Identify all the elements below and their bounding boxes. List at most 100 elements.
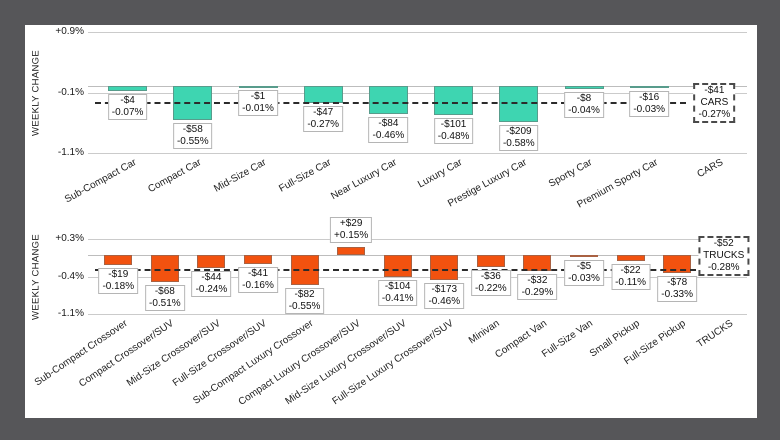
bar-sporty-car	[564, 86, 604, 89]
percent-value: +0.15%	[334, 230, 369, 242]
dollar-value: -$101	[440, 119, 467, 131]
bar-mid-size-luxury-crossover-suv	[383, 255, 412, 278]
trucks-summary-line: -0.28%	[707, 262, 740, 274]
data-label-compact-crossover-suv: -$68 -0.51%	[145, 285, 185, 312]
dollar-value: -$47	[313, 106, 334, 118]
dollar-value: +$29	[339, 218, 363, 230]
data-label-sub-compact-luxury-crossover: -$82 -0.55%	[284, 287, 325, 314]
cars-y-tick-label: +0.9%	[55, 26, 84, 37]
dollar-value: -$44	[201, 271, 222, 283]
percent-value: -0.58%	[502, 137, 535, 149]
data-label-mid-size-car: -$1 -0.01%	[238, 90, 278, 117]
cars-summary-line: -$41	[704, 84, 725, 96]
data-label-sub-compact-car: -$4 -0.07%	[107, 93, 148, 120]
percent-value: -0.27%	[307, 118, 340, 130]
trucks-gridline	[88, 276, 747, 278]
trucks-average-dashed-line	[95, 269, 696, 272]
x-label-minivan: Minivan	[467, 318, 503, 347]
bar-luxury-car	[434, 86, 474, 116]
data-label-small-pickup: -$22 -0.11%	[611, 263, 651, 290]
cars-average-dashed-line	[95, 101, 687, 104]
cars-y-tick-label: -0.1%	[57, 86, 84, 98]
dollar-value: -$104	[384, 281, 411, 293]
dollar-value: -$5	[576, 260, 592, 272]
dollar-value: -$58	[182, 123, 203, 135]
data-label-full-size-crossover-suv: -$41 -0.16%	[238, 266, 278, 293]
trucks-y-tick-label: +0.3%	[55, 233, 84, 244]
percent-value: -0.18%	[102, 280, 135, 292]
bar-full-size-crossover-suv	[244, 255, 272, 264]
percent-value: -0.03%	[568, 272, 600, 284]
bar-compact-crossover-suv	[150, 255, 179, 283]
data-label-full-size-luxury-crossover-suv: -$173 -0.46%	[424, 282, 465, 309]
data-label-compact-luxury-crossover-suv: +$29 +0.15%	[330, 217, 373, 244]
data-label-mid-size-luxury-crossover-suv: -$104 -0.41%	[377, 280, 418, 307]
trucks-summary-line: -$52	[713, 238, 734, 250]
percent-value: -0.11%	[615, 276, 647, 288]
percent-value: -0.46%	[372, 130, 405, 142]
x-label-trucks: TRUCKS	[694, 318, 735, 351]
dollar-value: -$1	[250, 91, 266, 103]
cars-summary-line: CARS	[700, 96, 729, 108]
dollar-value: -$4	[120, 94, 135, 106]
percent-value: -0.48%	[437, 131, 470, 143]
percent-value: -0.29%	[521, 286, 554, 298]
percent-value: -0.51%	[149, 298, 181, 310]
x-label-full-size-van: Full-Size Van	[540, 318, 596, 360]
data-label-sporty-car: -$8 -0.04%	[564, 91, 604, 118]
dollar-value: -$32	[527, 274, 548, 286]
dollar-value: -$209	[506, 125, 532, 137]
percent-value: -0.55%	[176, 135, 209, 147]
data-label-luxury-car: -$101 -0.48%	[433, 118, 474, 145]
cars-summary-line: -0.27%	[698, 108, 731, 120]
bar-full-size-car	[303, 86, 343, 103]
dollar-value: -$78	[667, 276, 688, 288]
bar-prestige-luxury-car	[499, 86, 539, 122]
data-label-full-size-van: -$5 -0.03%	[564, 259, 604, 286]
bar-minivan	[476, 255, 505, 267]
percent-value: -0.24%	[195, 283, 228, 295]
dollar-value: -$82	[294, 288, 315, 300]
percent-value: -0.41%	[381, 293, 414, 305]
dollar-value: -$19	[108, 268, 129, 280]
percent-value: -0.55%	[288, 300, 321, 312]
bar-near-luxury-car	[368, 86, 408, 115]
percent-value: -0.22%	[475, 282, 507, 294]
data-label-sub-compact-crossover: -$19 -0.18%	[98, 267, 139, 294]
dollar-value: -$22	[620, 264, 641, 276]
percent-value: -0.33%	[661, 288, 693, 300]
percent-value: -0.07%	[111, 106, 144, 118]
data-label-mid-size-crossover-suv: -$44 -0.24%	[191, 270, 232, 297]
trucks-y-tick-label: -1.1%	[57, 308, 84, 319]
cars-gridline	[88, 92, 747, 94]
percent-value: -0.03%	[633, 104, 666, 116]
bar-full-size-luxury-crossover-suv	[430, 255, 459, 280]
dollar-value: -$41	[247, 267, 268, 279]
data-label-prestige-luxury-car: -$209 -0.58%	[498, 124, 539, 151]
bar-sub-compact-car	[108, 86, 148, 91]
bar-full-size-pickup	[663, 255, 692, 273]
dollar-value: -$84	[378, 118, 399, 130]
dollar-value: -$8	[576, 92, 592, 104]
x-label-compact-van: Compact Van	[492, 318, 549, 361]
data-label-premium-sporty-car: -$16 -0.03%	[629, 91, 670, 118]
cars-y-tick-label: -1.1%	[57, 147, 84, 158]
cars-zero-axis-line	[88, 86, 747, 88]
percent-value: -0.46%	[428, 295, 461, 307]
dollar-value: -$36	[480, 270, 501, 282]
trucks-gridline	[88, 314, 747, 315]
data-label-full-size-car: -$47 -0.27%	[303, 105, 344, 132]
dollar-value: -$16	[639, 92, 660, 104]
percent-value: -0.04%	[568, 104, 600, 116]
trucks-summary-line: TRUCKS	[703, 250, 745, 262]
dollar-value: -$68	[154, 286, 175, 298]
cars-gridline	[88, 32, 747, 33]
data-label-near-luxury-car: -$84 -0.46%	[368, 117, 409, 144]
cars-summary-box: -$41 CARS -0.27%	[693, 82, 736, 123]
data-label-compact-van: -$32 -0.29%	[517, 273, 558, 300]
data-label-full-size-pickup: -$78 -0.33%	[657, 275, 697, 302]
percent-value: -0.16%	[242, 279, 274, 291]
